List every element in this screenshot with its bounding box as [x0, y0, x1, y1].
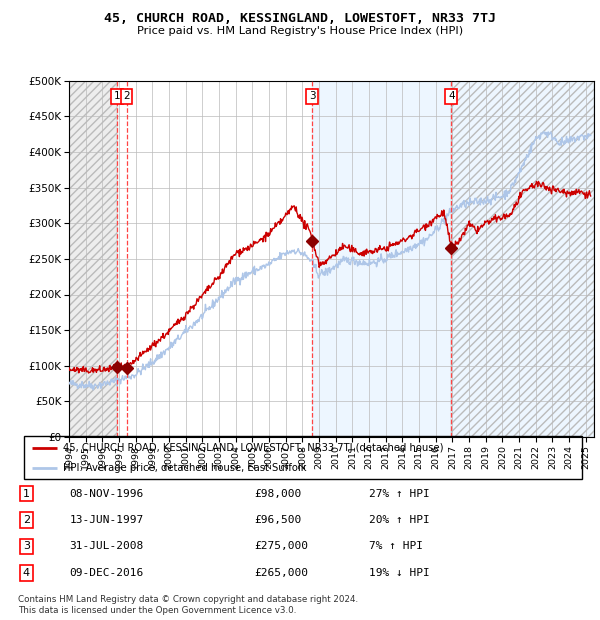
Text: 45, CHURCH ROAD, KESSINGLAND, LOWESTOFT, NR33 7TJ (detached house): 45, CHURCH ROAD, KESSINGLAND, LOWESTOFT,…	[63, 443, 443, 453]
Text: 3: 3	[23, 541, 30, 551]
Text: 31-JUL-2008: 31-JUL-2008	[70, 541, 144, 551]
Text: Contains HM Land Registry data © Crown copyright and database right 2024.
This d: Contains HM Land Registry data © Crown c…	[18, 595, 358, 614]
Text: HPI: Average price, detached house, East Suffolk: HPI: Average price, detached house, East…	[63, 463, 307, 473]
Bar	[451, 81, 594, 437]
Text: 20% ↑ HPI: 20% ↑ HPI	[369, 515, 430, 525]
Text: Price paid vs. HM Land Registry's House Price Index (HPI): Price paid vs. HM Land Registry's House …	[137, 26, 463, 36]
Text: 2: 2	[23, 515, 30, 525]
Text: £275,000: £275,000	[254, 541, 308, 551]
Text: 27% ↑ HPI: 27% ↑ HPI	[369, 489, 430, 498]
Bar	[312, 81, 594, 437]
Text: 4: 4	[448, 91, 455, 101]
Text: £265,000: £265,000	[254, 568, 308, 578]
Text: £96,500: £96,500	[254, 515, 301, 525]
Text: 3: 3	[308, 91, 316, 101]
Text: 4: 4	[23, 568, 30, 578]
Bar	[69, 81, 116, 437]
Text: 09-DEC-2016: 09-DEC-2016	[70, 568, 144, 578]
Text: 2: 2	[123, 91, 130, 101]
Text: 13-JUN-1997: 13-JUN-1997	[70, 515, 144, 525]
Text: 19% ↓ HPI: 19% ↓ HPI	[369, 568, 430, 578]
Bar	[69, 81, 116, 437]
Text: £98,000: £98,000	[254, 489, 301, 498]
Text: 1: 1	[113, 91, 120, 101]
Text: 45, CHURCH ROAD, KESSINGLAND, LOWESTOFT, NR33 7TJ: 45, CHURCH ROAD, KESSINGLAND, LOWESTOFT,…	[104, 12, 496, 25]
Text: 1: 1	[23, 489, 30, 498]
Text: 08-NOV-1996: 08-NOV-1996	[70, 489, 144, 498]
Text: 7% ↑ HPI: 7% ↑ HPI	[369, 541, 423, 551]
